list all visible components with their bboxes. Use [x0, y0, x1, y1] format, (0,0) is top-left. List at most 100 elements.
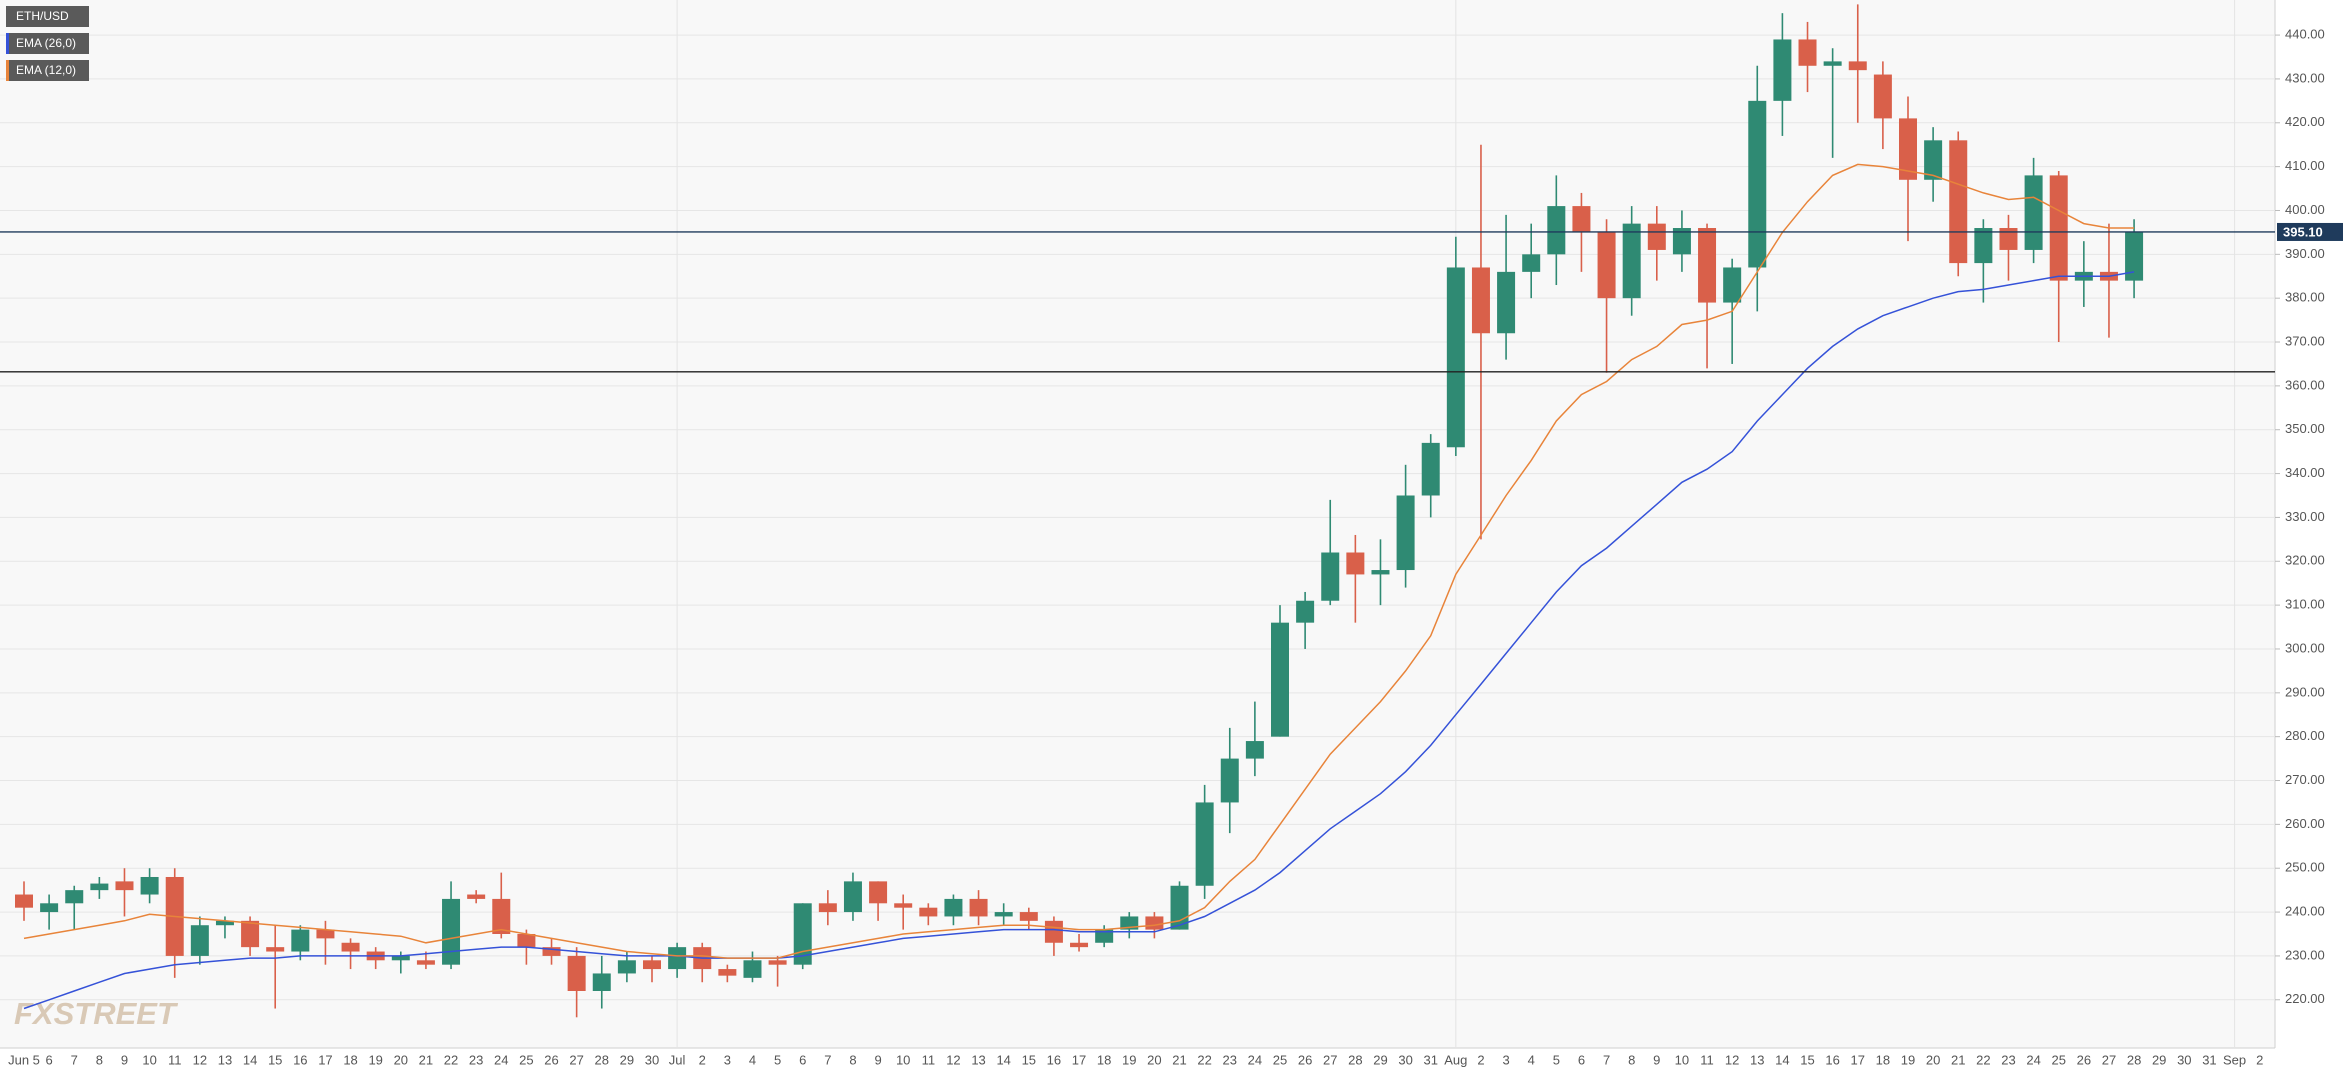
candle-body — [40, 903, 59, 913]
x-tick-label: 20 — [1926, 1052, 1940, 1067]
candle-body — [291, 929, 310, 952]
candle-body — [1899, 118, 1917, 180]
candle-body — [1748, 100, 1767, 268]
x-tick-label: 20 — [1147, 1052, 1161, 1067]
x-tick-label: 18 — [1097, 1052, 1111, 1067]
candle-body — [1296, 600, 1315, 623]
x-tick-label: 9 — [1653, 1052, 1660, 1067]
x-tick-label: 4 — [749, 1052, 756, 1067]
x-tick-label: 25 — [519, 1052, 533, 1067]
candle-body — [1924, 140, 1943, 180]
x-tick-label: 3 — [724, 1052, 731, 1067]
y-tick-label: 290.00 — [2285, 684, 2325, 699]
x-tick-label: 9 — [874, 1052, 881, 1067]
x-tick-label: 13 — [218, 1052, 232, 1067]
x-tick-label: 11 — [168, 1052, 182, 1067]
candle-body — [1999, 228, 2018, 250]
x-tick-label: 16 — [293, 1052, 307, 1067]
candle-body — [1547, 206, 1566, 255]
legend-label: EMA (26,0) — [16, 36, 76, 50]
candle-body — [542, 947, 561, 956]
y-tick-label: 380.00 — [2285, 290, 2325, 305]
price-badge — [2277, 222, 2343, 241]
x-tick-label: 11 — [922, 1052, 936, 1067]
candle-body — [442, 898, 461, 965]
x-tick-label: 19 — [1901, 1052, 1915, 1067]
candle-body — [1497, 271, 1516, 334]
x-tick-label: 20 — [394, 1052, 408, 1067]
candle-body — [190, 925, 209, 956]
y-tick-label: 320.00 — [2285, 553, 2325, 568]
x-tick-label: 17 — [1851, 1052, 1865, 1067]
candle-body — [1647, 223, 1666, 250]
candle-body — [1019, 912, 1038, 921]
candle-body — [1220, 758, 1239, 803]
candle-body — [1371, 570, 1390, 575]
x-tick-label: 6 — [1578, 1052, 1585, 1067]
x-tick-label: 27 — [569, 1052, 583, 1067]
legend-box — [6, 33, 89, 54]
x-tick-label: 13 — [971, 1052, 985, 1067]
x-tick-label: 14 — [996, 1052, 1010, 1067]
x-tick-label: 7 — [1603, 1052, 1610, 1067]
candle-body — [1974, 228, 1993, 264]
candle-body — [492, 898, 511, 934]
x-tick-label: Jun 5 — [8, 1052, 40, 1067]
x-tick-label: 5 — [1553, 1052, 1560, 1067]
x-tick-label: 24 — [494, 1052, 508, 1067]
x-tick-label: 24 — [1248, 1052, 1262, 1067]
y-tick-label: 260.00 — [2285, 816, 2325, 831]
candle-body — [1446, 267, 1465, 448]
y-tick-label: 440.00 — [2285, 27, 2325, 42]
candle-body — [1798, 39, 1817, 66]
x-tick-label: 2 — [699, 1052, 706, 1067]
legend-box — [6, 6, 89, 27]
candle-body — [2024, 175, 2043, 250]
x-tick-label: 6 — [799, 1052, 806, 1067]
candle-body — [1698, 228, 1717, 303]
candle-body — [1095, 929, 1114, 943]
x-tick-label: 21 — [1172, 1052, 1186, 1067]
legend-label: ETH/USD — [16, 9, 69, 23]
x-tick-label: 26 — [544, 1052, 558, 1067]
x-tick-label: 28 — [2127, 1052, 2141, 1067]
x-tick-label: 23 — [1223, 1052, 1237, 1067]
candle-body — [743, 960, 762, 978]
y-tick-label: 370.00 — [2285, 333, 2325, 348]
candle-body — [65, 890, 84, 904]
y-tick-label: 420.00 — [2285, 114, 2325, 129]
x-tick-label: 19 — [368, 1052, 382, 1067]
candle-body — [1245, 741, 1264, 759]
candle-body — [2049, 175, 2068, 281]
x-tick-label: 30 — [1398, 1052, 1412, 1067]
x-tick-label: Jul — [669, 1052, 686, 1067]
x-tick-label: 28 — [1348, 1052, 1362, 1067]
candle-body — [617, 960, 636, 974]
x-tick-label: 22 — [1976, 1052, 1990, 1067]
x-tick-label: 7 — [71, 1052, 78, 1067]
x-tick-label: 23 — [469, 1052, 483, 1067]
x-tick-label: 18 — [343, 1052, 357, 1067]
x-tick-label: 25 — [2051, 1052, 2065, 1067]
x-tick-label: 26 — [2077, 1052, 2091, 1067]
candle-body — [668, 947, 687, 970]
x-tick-label: 2 — [1477, 1052, 1484, 1067]
x-tick-label: Sep — [2223, 1052, 2246, 1067]
y-tick-label: 360.00 — [2285, 377, 2325, 392]
x-tick-label: 13 — [1750, 1052, 1764, 1067]
y-tick-label: 350.00 — [2285, 421, 2325, 436]
candle-body — [90, 883, 109, 891]
x-tick-label: 27 — [2102, 1052, 2116, 1067]
x-tick-label: 30 — [2177, 1052, 2191, 1067]
x-tick-label: 26 — [1298, 1052, 1312, 1067]
candle-body — [416, 960, 435, 965]
x-tick-label: 19 — [1122, 1052, 1136, 1067]
x-tick-label: 12 — [1725, 1052, 1739, 1067]
candle-body — [944, 898, 963, 917]
candle-body — [894, 903, 913, 908]
x-tick-label: 14 — [243, 1052, 257, 1067]
candle-body — [793, 903, 812, 965]
candle-body — [843, 881, 862, 913]
x-tick-label: 17 — [318, 1052, 332, 1067]
x-tick-label: 10 — [142, 1052, 156, 1067]
